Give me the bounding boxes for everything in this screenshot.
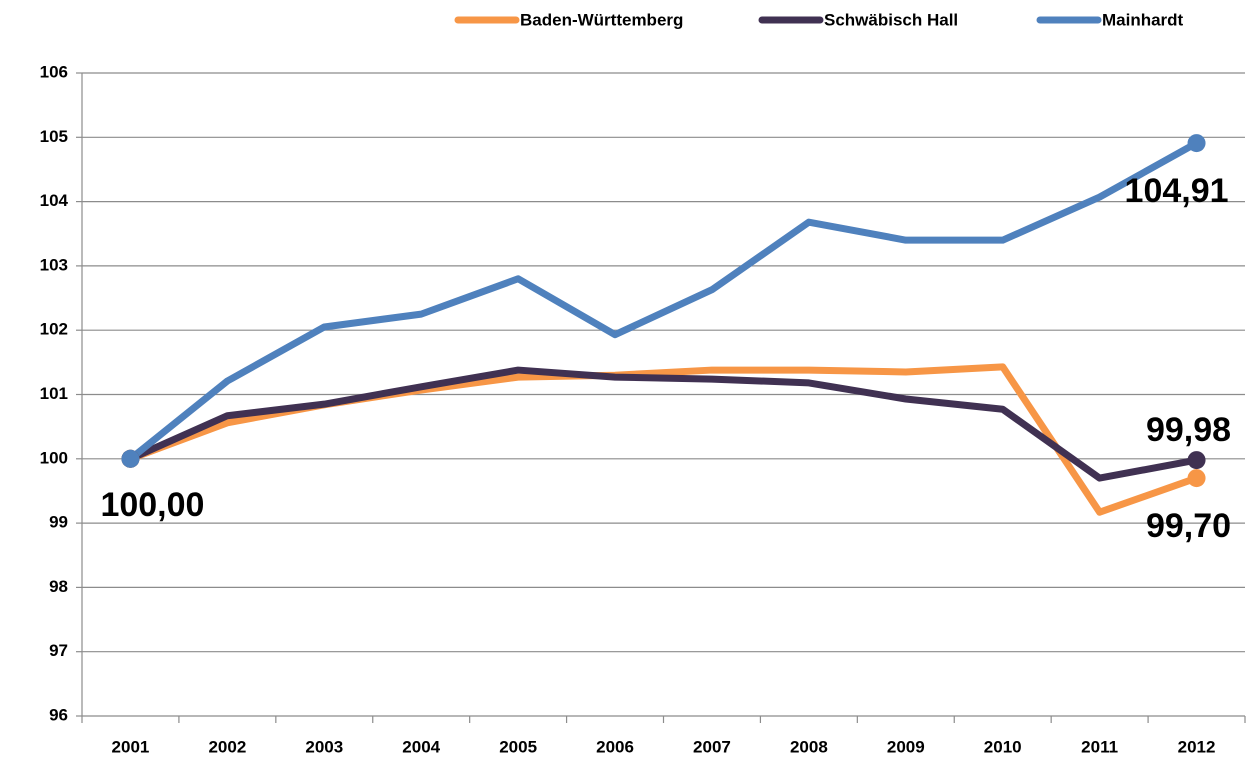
series-line (129, 363, 1198, 516)
point-marker (121, 449, 140, 468)
y-tick-label: 105 (40, 127, 68, 146)
data-label: 99,98 (1146, 411, 1231, 449)
x-tick-label: 2004 (402, 737, 440, 756)
data-label: 104,91 (1125, 172, 1229, 210)
y-tick-label: 104 (40, 191, 69, 210)
series-line (128, 140, 1199, 462)
y-tick-label: 97 (49, 641, 68, 660)
x-tick-label: 2002 (208, 737, 246, 756)
point-marker (1187, 134, 1206, 153)
y-tick-label: 99 (49, 513, 68, 532)
x-tick-label: 2001 (112, 737, 150, 756)
x-tick-label: 2008 (790, 737, 828, 756)
y-tick-label: 102 (40, 320, 68, 339)
legend-label: Schwäbisch Hall (824, 10, 958, 29)
series-line (129, 366, 1198, 482)
data-label: 100,00 (100, 486, 204, 524)
point-marker (1187, 451, 1206, 470)
data-label: 99,70 (1146, 507, 1231, 545)
x-tick-label: 2005 (499, 737, 537, 756)
y-tick-label: 103 (40, 255, 68, 274)
y-tick-label: 101 (40, 384, 68, 403)
x-tick-label: 2010 (984, 737, 1022, 756)
y-tick-label: 100 (40, 448, 68, 467)
x-tick-label: 2007 (693, 737, 731, 756)
point-marker (1187, 469, 1206, 488)
x-tick-label: 2006 (596, 737, 634, 756)
x-tick-label: 2003 (305, 737, 343, 756)
y-tick-label: 98 (49, 577, 68, 596)
x-tick-label: 2009 (887, 737, 925, 756)
y-tick-label: 96 (49, 705, 68, 724)
x-tick-label: 2012 (1178, 737, 1216, 756)
legend-label: Mainhardt (1102, 10, 1184, 29)
legend-label: Baden-Württemberg (520, 10, 683, 29)
x-tick-label: 2011 (1081, 737, 1118, 756)
y-tick-label: 106 (40, 62, 68, 81)
